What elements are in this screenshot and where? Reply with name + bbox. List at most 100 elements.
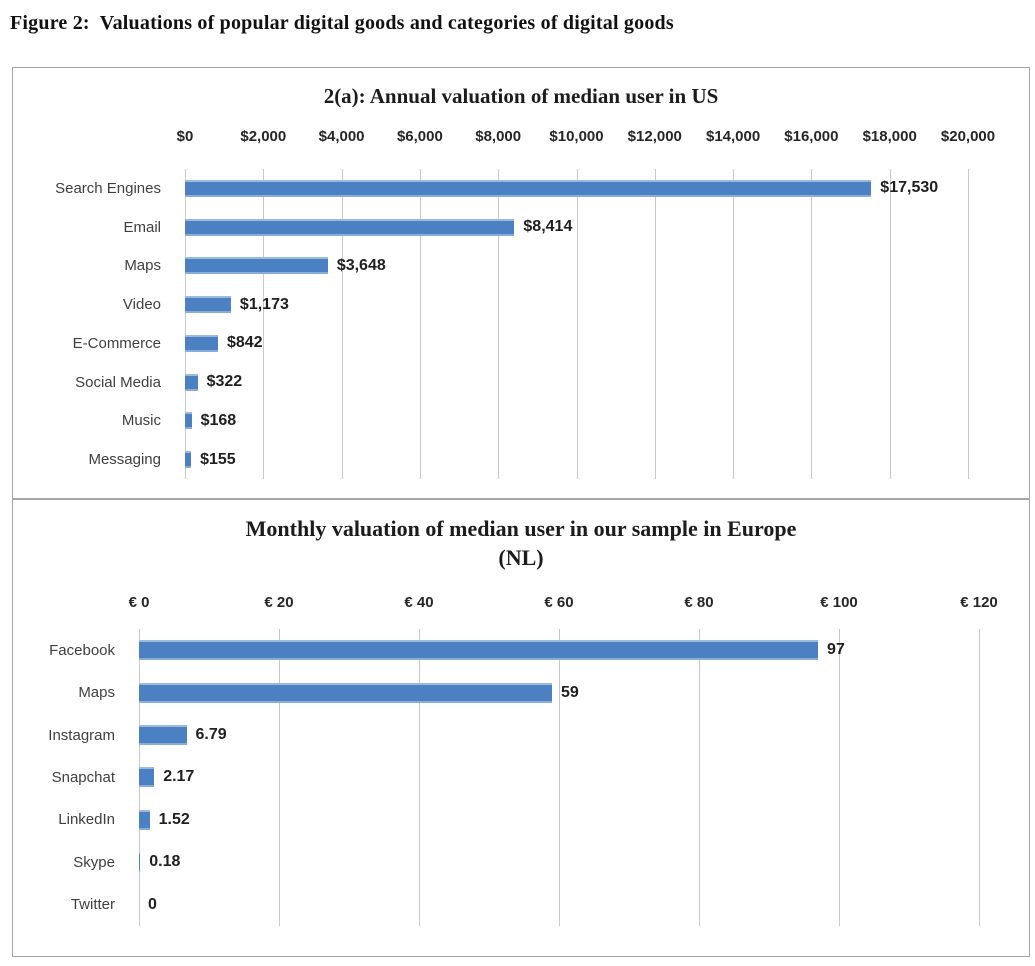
bar-value-label: 0: [148, 895, 157, 913]
x-tick: $18,000: [862, 128, 917, 145]
gridline: [811, 169, 813, 479]
x-tick: $0: [176, 128, 194, 145]
bar-instagram: [139, 725, 187, 746]
bar-row: 0.18: [139, 841, 979, 883]
gridline: [698, 629, 700, 926]
bar-value-label: $1,173: [239, 295, 289, 313]
category-label: Social Media: [75, 373, 161, 391]
gridline: [733, 169, 735, 479]
category-label: Music: [121, 412, 161, 430]
bar-value-label: $168: [200, 411, 237, 429]
category-label: Instagram: [48, 726, 115, 744]
chart-title-line1: Monthly valuation of median user in our …: [245, 516, 797, 541]
bar-row: $322: [185, 363, 968, 402]
x-tick: $6,000: [396, 128, 443, 145]
category-label: LinkedIn: [58, 811, 115, 829]
x-tick: € 100: [820, 594, 858, 611]
bar-search-engines: [185, 179, 872, 197]
x-tick: € 60: [544, 594, 574, 611]
plot-area-us: $17,530 $8,414 $3,648 $1,173 $842 $322: [185, 169, 969, 479]
category-label: Facebook: [49, 641, 115, 659]
bar-row: 6.79: [139, 714, 979, 756]
x-tick: $20,000: [940, 128, 996, 145]
x-tick: € 80: [684, 594, 714, 611]
bar-row: 2.17: [139, 756, 979, 798]
figure-title: Figure 2: Valuations of popular digital …: [10, 12, 674, 34]
x-tick: € 20: [264, 594, 294, 611]
x-axis-europe: € 0 € 20 € 40 € 60 € 80 € 100 € 120: [129, 594, 998, 614]
bar-maps: [185, 257, 328, 275]
chart-title-europe: Monthly valuation of median user in our …: [13, 514, 1029, 572]
bar-value-label: $322: [206, 373, 243, 391]
bar-video: [185, 296, 231, 314]
bar-row: $155: [185, 440, 968, 479]
bar-music: [185, 412, 192, 430]
plot-area-europe: 97 59 6.79 2.17 1.52 0.18: [139, 629, 980, 926]
x-tick: $8,000: [475, 128, 522, 145]
x-tick: $10,000: [549, 128, 604, 145]
bar-row: $1,173: [185, 285, 968, 324]
gridline: [418, 629, 420, 926]
bar-row: $842: [185, 324, 968, 363]
gridline: [559, 629, 560, 926]
chart-title-us: 2(a): Annual valuation of median user in…: [323, 84, 719, 108]
x-tick: € 0: [128, 594, 150, 611]
bar-row: 97: [139, 629, 979, 671]
bar-email: [185, 218, 515, 236]
bar-maps-eu: [139, 682, 552, 703]
category-label: Twitter: [70, 896, 115, 914]
bar-value-label: 2.17: [163, 768, 195, 786]
category-label: Snapchat: [51, 768, 115, 786]
bar-social-media: [185, 373, 198, 391]
x-tick: $14,000: [705, 128, 761, 145]
gridline: [979, 629, 980, 926]
category-label: Skype: [73, 853, 115, 871]
category-label: Messaging: [88, 451, 161, 469]
bar-value-label: $17,530: [880, 179, 939, 197]
category-label: Maps: [78, 684, 115, 702]
bar-linkedin: [139, 809, 150, 830]
gridline: [278, 629, 280, 926]
category-label: Email: [123, 218, 161, 236]
gridline: [498, 169, 500, 479]
gridline: [576, 169, 578, 479]
category-axis-europe: Facebook Maps Instagram Snapchat LinkedI…: [13, 629, 127, 926]
gridline: [889, 169, 891, 479]
gridline: [968, 169, 969, 479]
bar-row: 0: [139, 884, 979, 926]
bar-value-label: 59: [561, 683, 579, 701]
gridline: [263, 169, 265, 479]
x-tick: $16,000: [784, 128, 839, 145]
bar-row: $168: [185, 402, 968, 441]
bar-e-commerce: [185, 334, 218, 352]
bar-value-label: 97: [827, 641, 845, 659]
x-tick: $2,000: [240, 128, 287, 145]
x-tick: $12,000: [627, 128, 682, 145]
bar-facebook: [139, 640, 818, 661]
gridline: [419, 169, 421, 479]
x-axis-us: $0 $2,000 $4,000 $6,000 $8,000 $10,000 $…: [177, 128, 995, 148]
gridline: [839, 629, 840, 926]
bar-value-label: $842: [226, 334, 263, 352]
chart-us-annual: 2(a): Annual valuation of median user in…: [12, 67, 1030, 499]
bar-row: 59: [139, 671, 979, 713]
bar-messaging: [185, 451, 192, 469]
bar-value-label: $3,648: [336, 256, 386, 274]
bar-value-label: 1.52: [158, 810, 190, 828]
gridline: [185, 169, 186, 479]
gridline: [341, 169, 343, 479]
chart-europe-monthly: Monthly valuation of median user in our …: [12, 499, 1030, 957]
category-label: E-Commerce: [72, 334, 161, 352]
bar-row: 1.52: [139, 799, 979, 841]
category-axis-us: Search Engines Email Maps Video E-Commer…: [13, 169, 173, 479]
bar-snapchat: [139, 767, 155, 788]
x-tick: $4,000: [318, 128, 365, 145]
bar-value-label: $8,414: [523, 218, 573, 236]
bar-value-label: $155: [200, 450, 236, 468]
x-tick: € 40: [404, 594, 434, 611]
bar-value-label: 0.18: [149, 853, 181, 871]
x-tick: € 120: [960, 594, 998, 611]
category-label: Search Engines: [55, 179, 161, 197]
bar-row: $17,530: [185, 169, 968, 208]
